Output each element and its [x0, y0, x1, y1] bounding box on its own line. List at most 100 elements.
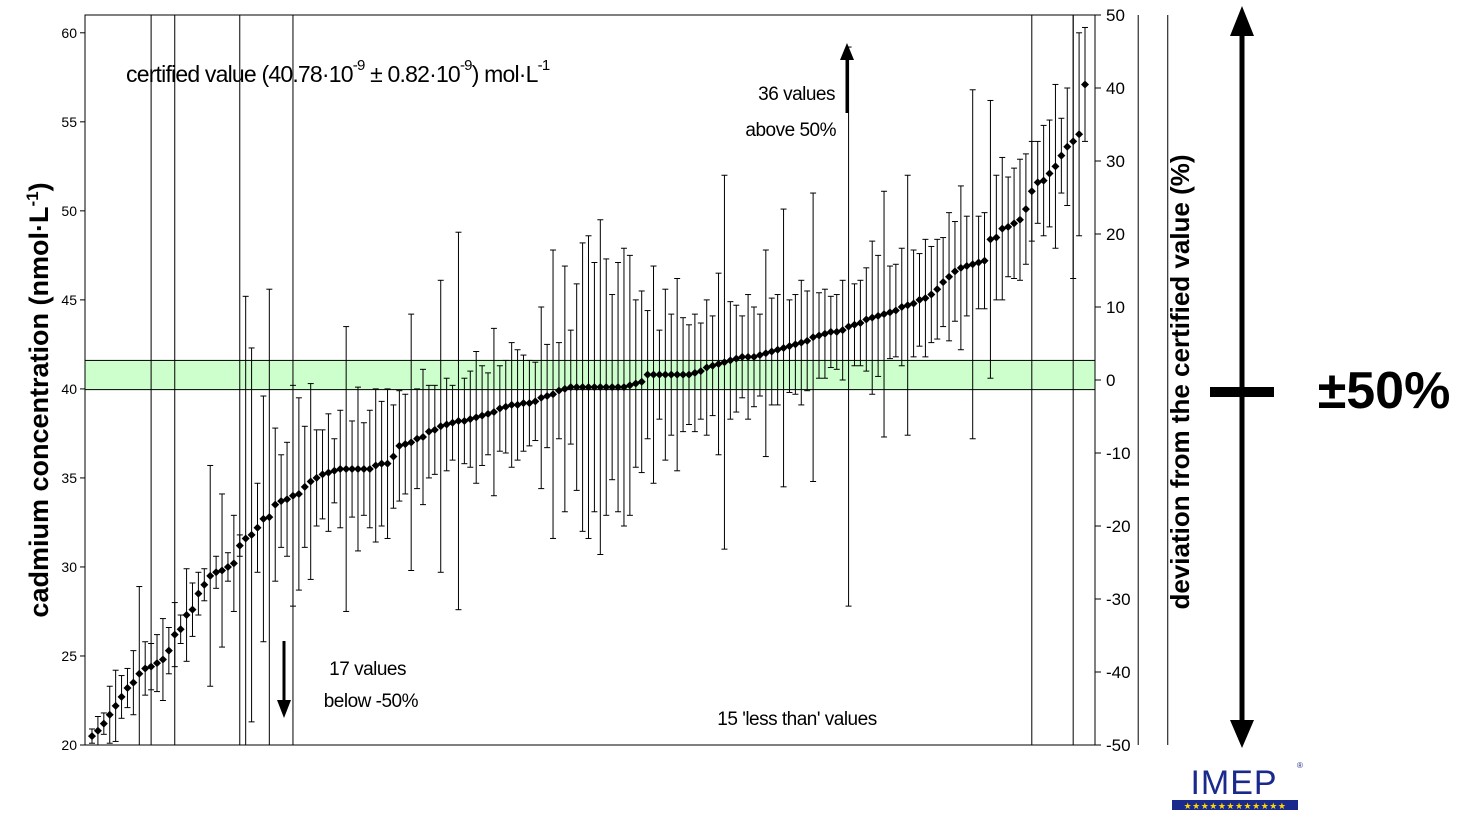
data-point [170, 630, 179, 639]
right-tick-label: -10 [1106, 444, 1131, 463]
data-point [1010, 219, 1019, 228]
data-point [992, 233, 1001, 242]
data-point [998, 224, 1007, 233]
data-point [554, 386, 563, 395]
right-tick-label: 0 [1106, 371, 1115, 390]
data-point [300, 482, 309, 491]
left-tick-label: 55 [61, 114, 77, 130]
right-tick-label: 50 [1106, 6, 1125, 25]
arrow-down-icon [277, 641, 291, 718]
data-point [750, 352, 758, 361]
data-point [117, 692, 126, 701]
data-point [785, 342, 794, 351]
data-point [88, 732, 96, 741]
data-point [868, 313, 877, 322]
data-point [880, 310, 889, 319]
data-point [684, 370, 693, 379]
arrow-up-icon [840, 43, 854, 113]
data-point [673, 370, 682, 379]
data-point [915, 295, 924, 304]
data-point [815, 331, 824, 340]
data-point [974, 258, 983, 267]
data-point [507, 400, 516, 409]
data-point [1081, 80, 1089, 89]
data-point [584, 383, 593, 392]
data-point [655, 370, 664, 379]
svg-text:★★★★★★★★★★★★: ★★★★★★★★★★★★ [1184, 801, 1287, 811]
data-point [773, 345, 782, 354]
data-point [945, 272, 954, 281]
data-point [212, 568, 221, 577]
data-point [667, 370, 676, 379]
less-than-label: 15 'less than' values [717, 709, 876, 730]
left-tick-label: 45 [61, 292, 77, 308]
data-point [342, 465, 351, 474]
left-tick-label: 35 [61, 470, 77, 486]
right-tick-label: -20 [1106, 517, 1131, 536]
data-point [1021, 205, 1030, 214]
right-tick-label: -30 [1106, 590, 1131, 609]
above-count-label: 36 values [758, 84, 835, 105]
data-point [129, 678, 138, 687]
data-point [566, 383, 575, 392]
data-markers [88, 80, 1089, 741]
data-point [608, 383, 617, 392]
data-point [253, 523, 262, 532]
right-tick-label: 10 [1106, 298, 1125, 317]
data-point [306, 477, 315, 486]
data-point [99, 719, 108, 728]
less-than-value-lines [150, 15, 1169, 745]
data-point [761, 349, 770, 358]
data-point [885, 308, 894, 317]
data-point [1004, 222, 1013, 231]
data-point [105, 710, 114, 719]
data-point [649, 370, 658, 379]
data-point [1033, 178, 1042, 187]
data-point [153, 659, 162, 668]
below-count-label: 17 values [329, 659, 406, 680]
data-point [732, 354, 741, 363]
imep-logo: IMEP ★★★★★★★★★★★★ ® [1172, 761, 1303, 811]
data-point [525, 399, 534, 408]
data-point [223, 562, 232, 571]
data-point [229, 559, 238, 568]
data-point [968, 260, 977, 269]
range-label: ±50% [1318, 362, 1451, 420]
data-point [962, 262, 971, 271]
data-point [820, 329, 829, 338]
data-point [702, 363, 711, 372]
left-tick-label: 25 [61, 648, 77, 664]
below-threshold-label: below -50% [324, 691, 419, 712]
data-point [537, 393, 546, 402]
data-point [235, 541, 244, 550]
left-tick-label: 40 [61, 381, 77, 397]
data-point [590, 383, 599, 392]
data-point [809, 333, 818, 342]
data-point [413, 434, 422, 443]
data-point [330, 466, 339, 475]
left-axis: 20 25 30 35 40 45 50 55 60 [61, 25, 85, 753]
data-point [395, 441, 404, 450]
data-point [1051, 162, 1060, 171]
data-point [1027, 187, 1036, 196]
data-point [383, 459, 392, 468]
data-point [921, 294, 930, 303]
data-point [909, 299, 918, 308]
data-point [371, 461, 380, 470]
data-point [259, 514, 268, 523]
data-point [602, 383, 611, 392]
data-point [980, 256, 989, 265]
data-point [897, 303, 906, 311]
data-point [111, 701, 120, 710]
data-point [176, 625, 185, 634]
data-point [826, 327, 835, 336]
data-point [419, 432, 427, 441]
data-point [318, 470, 327, 479]
data-point [484, 409, 493, 418]
data-point [466, 415, 475, 424]
right-axis: -50 -40 -30 -20 -10 0 10 20 30 40 50 [1095, 6, 1131, 755]
data-point [803, 336, 812, 345]
data-point [436, 422, 445, 431]
data-point [572, 383, 581, 392]
